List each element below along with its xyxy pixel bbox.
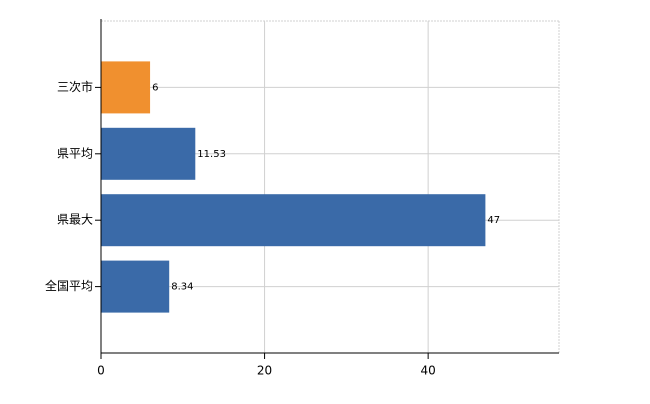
- y-tick-label: 全国平均: [45, 278, 93, 293]
- y-tick-label: 県最大: [57, 213, 93, 227]
- y-tick-label: 県平均: [57, 146, 93, 160]
- bar: [101, 127, 196, 180]
- x-tick-label: 0: [97, 364, 105, 378]
- y-tick-label: 三次市: [57, 79, 93, 94]
- value-label: 6: [152, 82, 158, 93]
- x-tick-label: 20: [257, 364, 272, 378]
- value-label: 47: [487, 215, 500, 226]
- x-tick-label: 40: [421, 364, 436, 378]
- value-label: 8.34: [171, 282, 193, 293]
- bar: [101, 194, 486, 247]
- bar: [101, 260, 170, 313]
- bar: [101, 61, 151, 114]
- value-label: 11.53: [197, 149, 226, 160]
